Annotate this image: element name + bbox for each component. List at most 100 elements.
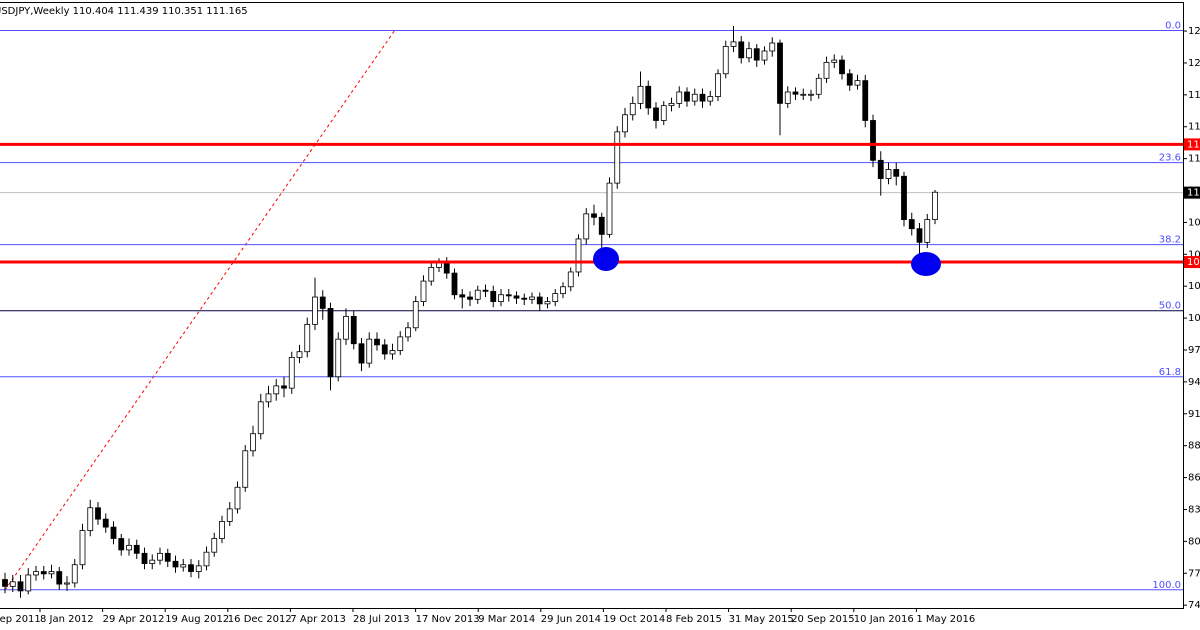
candle-body [583,213,590,240]
y-tick-label: 119.75 [1188,90,1200,101]
candle-body [777,42,783,104]
y-tick-label: 116.95 [1188,122,1200,133]
candle-body [575,238,582,273]
candle-body [71,564,78,584]
candle-body [761,50,768,61]
fib-label: 100.0 [1152,580,1181,591]
candle-body [769,42,776,52]
level-label-box [1184,256,1200,269]
fib-label: 23.6 [1159,153,1181,164]
candle-body [924,219,931,243]
candle-body [381,344,388,355]
candle-body [474,289,481,300]
candle-body [653,107,659,121]
candle-body [358,343,365,364]
candle-body [901,175,907,220]
candle-body [521,297,528,300]
candle-body [319,296,326,309]
fib-label: 0.0 [1165,20,1181,31]
candle-body [180,564,187,568]
y-tick-label: 97.35 [1188,345,1200,356]
candle-body [234,486,241,510]
highlight-marker [911,252,941,276]
candle-body [552,293,559,302]
candle-body [164,552,171,562]
candle-body [467,296,473,300]
y-tick-label: 108.55 [1188,217,1200,228]
candle-body [854,80,861,86]
candle-body [831,59,838,63]
candle-body [598,216,605,235]
y-tick-label: 91.75 [1188,409,1200,420]
x-tick-label: 1 May 2016 [916,614,975,625]
candle-body [753,48,760,61]
x-tick-label: 17 Nov 2013 [416,614,480,625]
candle-body [219,521,225,539]
candle-body [304,323,311,353]
candle-body [498,294,504,302]
candle-body [560,286,566,295]
level-label: 115.4 [1187,139,1200,150]
candle-body [133,544,140,554]
candle-body [79,530,86,566]
candle-body [188,564,194,572]
candle-body [544,301,551,305]
candle-body [815,77,822,95]
candle-body [629,102,636,116]
candle-body [645,85,652,109]
candle-body [684,91,690,102]
y-tick-label: 122.55 [1188,58,1200,69]
candle-body [536,296,543,305]
y-tick-label: 74.95 [1188,600,1200,611]
candle-body [823,61,830,79]
candle-body [715,73,721,97]
candle-body [784,91,791,104]
candle-body [87,507,94,531]
candle-body [722,46,729,75]
candle-body [637,85,644,104]
candle-body [614,131,621,184]
candle-body [606,182,613,235]
candle-body [397,336,404,351]
y-tick-label: 77.75 [1188,568,1200,579]
price-label-box [1184,186,1200,199]
x-tick-label: 29 Apr 2012 [103,614,165,625]
candle-body [250,433,256,452]
level-label-box [1184,138,1200,151]
y-tick-label: 86.15 [1188,473,1200,484]
candle-body [529,296,535,300]
fib-label: 38.2 [1159,235,1181,246]
candle-body [157,552,163,561]
candle-body [412,301,419,329]
candle-body [800,93,807,96]
candle-body [211,538,218,553]
candle-body [916,228,923,243]
candle-body [482,289,489,292]
x-tick-label: 8 Feb 2015 [666,614,722,625]
candle-body [862,80,869,121]
candle-body [118,538,125,551]
candle-body [591,213,597,218]
candle-body [141,552,148,564]
candle-body [25,574,32,592]
candle-body [172,560,179,568]
candle-body [932,191,938,220]
candle-body [699,93,706,102]
y-tick-label: 94.55 [1188,377,1200,388]
candle-body [839,59,845,75]
x-tick-label: 10 Jan 2016 [854,614,914,625]
candle-body [738,41,745,59]
x-tick-label: 31 May 2015 [729,614,794,625]
candle-body [459,294,466,298]
candle-body [2,579,8,587]
candle-body [513,295,520,299]
candle-body [792,91,799,95]
candle-body [343,315,349,340]
candle-body [660,105,667,121]
candle-body [490,290,497,302]
x-tick-label: 29 Jun 2014 [541,614,601,625]
candle-body [203,551,210,567]
y-tick-label: 83.35 [1188,504,1200,515]
price-label: 111.165 [1187,188,1200,199]
